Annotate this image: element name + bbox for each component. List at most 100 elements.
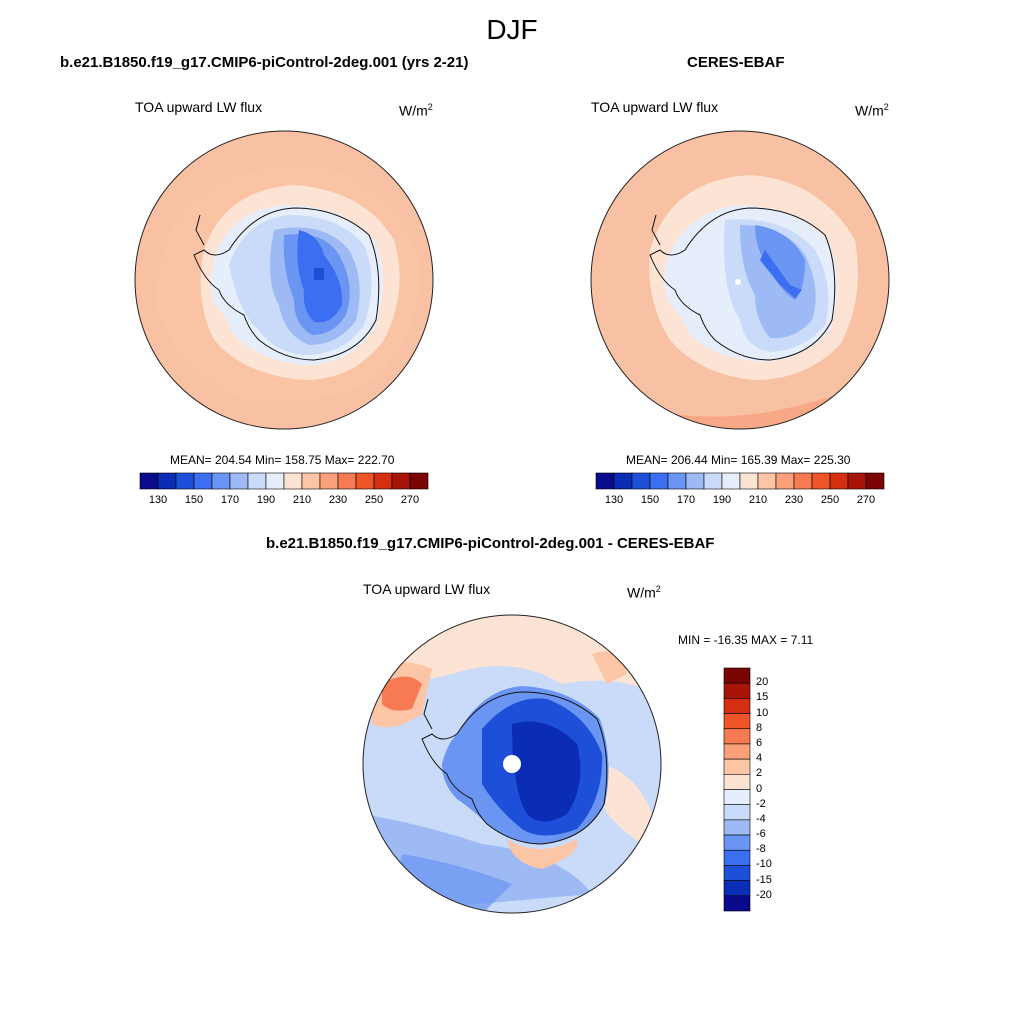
obs-variable-label: TOA upward LW flux: [591, 99, 719, 115]
colorbar-tick-label: 130: [148, 494, 168, 506]
colorbar-tick-label: 0: [756, 782, 763, 795]
colorbar-swatch: [757, 472, 777, 490]
colorbar-tick-label: 230: [328, 494, 348, 506]
colorbar-tick-label: 250: [820, 494, 840, 506]
colorbar-tick-label: -6: [756, 828, 766, 841]
colorbar-swatch: [723, 789, 751, 805]
obs-colorbar-ticks: 130 150 170 190 210 230 250 270: [596, 494, 884, 508]
positive-north-band: [363, 615, 661, 704]
colorbar-swatch: [723, 682, 751, 699]
colorbar-tick-label: 150: [640, 494, 660, 506]
diff-panel-title: b.e21.B1850.f19_g17.CMIP6-piControl-2deg…: [266, 535, 715, 552]
colorbar-swatch: [723, 895, 751, 912]
colorbar-swatch: [723, 819, 751, 836]
model-variable-label: TOA upward LW flux: [135, 99, 263, 115]
colorbar-swatch: [723, 865, 751, 881]
colorbar-tick-label: 15: [756, 691, 769, 704]
colorbar-swatch: [793, 472, 813, 490]
colorbar-swatch: [157, 472, 177, 490]
obs-units-label: W/m2: [855, 102, 889, 119]
colorbar-swatch: [211, 472, 231, 490]
colorbar-swatch: [723, 849, 751, 866]
colorbar-swatch: [723, 834, 751, 851]
colorbar-tick-label: -15: [756, 873, 772, 886]
colorbar-swatch: [721, 472, 741, 490]
colorbar-swatch: [723, 667, 751, 684]
colorbar-swatch: [685, 472, 705, 490]
diff-colorbar: [723, 667, 751, 912]
colorbar-swatch: [703, 472, 723, 490]
model-stats-text: MEAN= 204.54 Min= 158.75 Max= 222.70: [170, 453, 395, 467]
obs-colorbar: [595, 472, 885, 490]
colorbar-swatch: [229, 472, 249, 490]
colorbar-swatch: [649, 472, 669, 490]
colorbar-tick-label: 170: [676, 494, 696, 506]
season-title: DJF: [486, 14, 538, 45]
colorbar-swatch: [391, 472, 411, 490]
colorbar-tick-label: -8: [756, 843, 766, 856]
diff-colorbar-ticks: 20 15 10 8 6 4 2 0 -2 -4 -6 -8 -10 -15 -20: [756, 668, 796, 911]
colorbar-swatch: [667, 472, 687, 490]
colorbar-tick-label: -10: [756, 858, 772, 871]
obs-polar-map: [590, 130, 890, 430]
colorbar-swatch: [373, 472, 393, 490]
land-deepest: [512, 721, 581, 822]
land-deep: [760, 250, 802, 298]
colorbar-swatch: [631, 472, 651, 490]
colorbar-tick-label: 4: [756, 752, 763, 765]
model-colorbar-ticks: 130 150 170 190 210 230 250 270: [140, 494, 428, 508]
colorbar-swatch: [283, 472, 303, 490]
obs-panel-title: CERES-EBAF: [687, 54, 785, 71]
land-blue: [755, 225, 805, 300]
obs-stats-text: MEAN= 206.44 Min= 165.39 Max= 225.30: [626, 453, 851, 467]
colorbar-tick-label: -20: [756, 888, 772, 901]
colorbar-tick-label: -2: [756, 797, 766, 810]
colorbar-swatch: [829, 472, 849, 490]
colorbar-swatch: [723, 728, 751, 745]
colorbar-tick-label: 270: [400, 494, 420, 506]
colorbar-swatch: [409, 472, 429, 490]
colorbar-swatch: [595, 472, 615, 490]
colorbar-tick-label: 130: [604, 494, 624, 506]
model-panel-title: b.e21.B1850.f19_g17.CMIP6-piControl-2deg…: [60, 54, 469, 71]
model-polar-map: [134, 130, 434, 430]
colorbar-tick-label: 190: [712, 494, 732, 506]
colorbar-swatch: [775, 472, 795, 490]
colorbar-swatch: [337, 472, 357, 490]
diff-variable-label: TOA upward LW flux: [363, 581, 491, 597]
land-core: [314, 268, 324, 280]
colorbar-tick-label: 210: [748, 494, 768, 506]
colorbar-swatch: [847, 472, 867, 490]
colorbar-swatch: [613, 472, 633, 490]
model-units-label: W/m2: [399, 102, 433, 119]
colorbar-swatch: [739, 472, 759, 490]
colorbar-tick-label: 6: [756, 736, 763, 749]
colorbar-swatch: [865, 472, 885, 490]
colorbar-swatch: [723, 743, 751, 760]
colorbar-swatch: [301, 472, 321, 490]
colorbar-tick-label: 10: [756, 706, 769, 719]
colorbar-tick-label: 270: [856, 494, 876, 506]
colorbar-tick-label: 8: [756, 721, 763, 734]
colorbar-swatch: [811, 472, 831, 490]
colorbar-tick-label: 250: [364, 494, 384, 506]
colorbar-swatch: [319, 472, 339, 490]
colorbar-swatch: [723, 698, 751, 714]
colorbar-swatch: [723, 758, 751, 775]
colorbar-tick-label: 170: [220, 494, 240, 506]
colorbar-swatch: [355, 472, 375, 490]
colorbar-swatch: [265, 472, 285, 490]
colorbar-tick-label: -4: [756, 812, 766, 825]
colorbar-swatch: [723, 774, 751, 790]
colorbar-tick-label: 210: [292, 494, 312, 506]
diff-units-label: W/m2: [627, 584, 661, 601]
colorbar-swatch: [193, 472, 213, 490]
colorbar-swatch: [247, 472, 267, 490]
colorbar-swatch: [723, 880, 751, 897]
colorbar-tick-label: 190: [256, 494, 276, 506]
colorbar-swatch: [139, 472, 159, 490]
colorbar-tick-label: 2: [756, 767, 763, 780]
colorbar-swatch: [175, 472, 195, 490]
colorbar-swatch: [723, 713, 751, 730]
model-colorbar: [139, 472, 429, 490]
